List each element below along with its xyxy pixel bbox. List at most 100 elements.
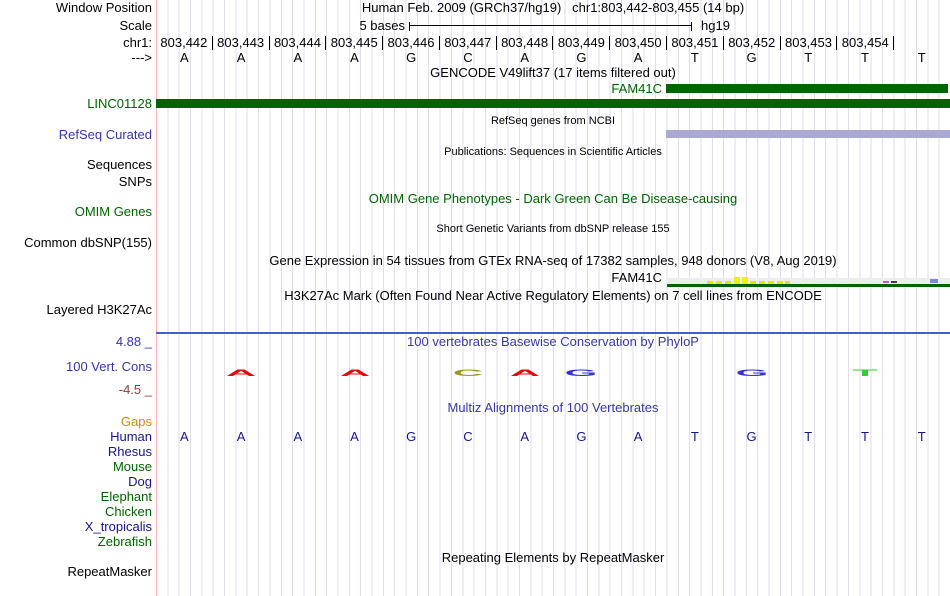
h3k27ac-baseline	[156, 332, 950, 334]
repeatmasker-track-title[interactable]: Repeating Elements by RepeatMasker	[441, 550, 665, 565]
base: G	[746, 50, 757, 65]
track-label-common-dbsnp[interactable]: Common dbSNP(155)	[24, 235, 152, 250]
base: C	[463, 50, 473, 65]
base: G	[576, 50, 587, 65]
base: T	[804, 50, 813, 65]
species-label-human[interactable]: Human	[110, 429, 152, 444]
species-label-zebrafish[interactable]: Zebrafish	[97, 534, 152, 549]
base: T	[690, 50, 699, 65]
aligned-base: A	[633, 429, 643, 444]
ruler-position: 803,450	[610, 36, 668, 50]
linc01128-gene-bar[interactable]	[156, 99, 950, 108]
assembly-title: Human Feb. 2009 (GRCh37/hg19)	[361, 0, 562, 15]
species-label-gaps[interactable]: Gaps	[120, 414, 152, 429]
gtex-expression-mark[interactable]	[750, 281, 756, 284]
fam41c-gene-bar[interactable]	[666, 84, 948, 93]
ruler-position: 803,442	[156, 36, 213, 50]
species-label-elephant[interactable]: Elephant	[100, 489, 152, 504]
scale-value: 5 bases	[359, 18, 405, 33]
gtex-expression-mark[interactable]	[891, 281, 897, 283]
species-label-x-tropicalis[interactable]: X_tropicalis	[84, 519, 152, 534]
aligned-base: T	[690, 429, 699, 444]
species-label-chicken[interactable]: Chicken	[105, 504, 152, 519]
track-label-100-vert-cons[interactable]: 100 Vert. Cons	[66, 359, 152, 374]
ruler-position: 803,446	[383, 36, 440, 50]
aligned-base: G	[746, 429, 757, 444]
refseq-track-title[interactable]: RefSeq genes from NCBI	[490, 115, 616, 127]
species-label-rhesus[interactable]: Rhesus	[107, 444, 152, 459]
refseq-gene-bar[interactable]	[666, 130, 950, 138]
position-range: chr1:803,442-803,455 (14 bp)	[572, 0, 745, 15]
strand-arrow: --->	[131, 50, 152, 65]
multiz-track-title[interactable]: Multiz Alignments of 100 Vertebrates	[447, 400, 659, 415]
chromosome-label: chr1:	[123, 35, 152, 50]
track-label-snps[interactable]: SNPs	[118, 174, 152, 189]
scale-label: Scale	[119, 18, 152, 33]
ruler-position: 803,449	[553, 36, 611, 50]
gtex-gene-name[interactable]: FAM41C	[611, 270, 662, 285]
ruler-position: 803,447	[440, 36, 497, 50]
conservation-letter: G	[565, 368, 598, 378]
track-label-layered-h3k27ac[interactable]: Layered H3K27Ac	[46, 302, 152, 317]
ruler-position: 803,453	[781, 36, 838, 50]
gene-name-fam41c[interactable]: FAM41C	[611, 81, 662, 96]
ruler-position: 803,443	[213, 36, 270, 50]
gtex-expression-mark[interactable]	[707, 281, 713, 284]
track-label-repeatmasker[interactable]: RepeatMasker	[67, 564, 152, 579]
window-position-label: Window Position	[55, 0, 152, 15]
scale-ruler	[409, 22, 692, 31]
gtex-expression-mark[interactable]	[930, 279, 938, 283]
gtex-expression-mark[interactable]	[785, 281, 790, 284]
aligned-base: T	[804, 429, 813, 444]
aligned-base: G	[406, 429, 417, 444]
dbsnp-track-title[interactable]: Short Genetic Variants from dbSNP releas…	[436, 223, 670, 235]
position-ruler: 803,442 803,443 803,444 803,445 803,446 …	[156, 36, 950, 50]
gtex-track-title[interactable]: Gene Expression in 54 tissues from GTEx …	[269, 253, 837, 268]
track-label-sequences[interactable]: Sequences	[86, 157, 152, 172]
conservation-letter: C	[452, 368, 484, 378]
base: T	[861, 50, 869, 65]
base: A	[180, 50, 189, 65]
gtex-expression-mark[interactable]	[734, 277, 740, 284]
conservation-letter: G	[735, 368, 768, 378]
gtex-expression-mark[interactable]	[725, 281, 731, 284]
conservation-letter: A	[509, 368, 540, 378]
aligned-base: A	[293, 429, 303, 444]
gtex-gene-line[interactable]	[667, 284, 950, 287]
omim-track-title[interactable]: OMIM Gene Phenotypes - Dark Green Can Be…	[368, 191, 738, 206]
gencode-track-title[interactable]: GENCODE V49lift37 (17 items filtered out…	[430, 65, 676, 80]
window-position-title: Human Feb. 2009 (GRCh37/hg19) chr1:803,4…	[156, 1, 950, 15]
conservation-track-title[interactable]: 100 vertebrates Basewise Conservation by…	[407, 334, 699, 349]
conservation-letter: T	[852, 368, 878, 378]
aligned-base: A	[180, 429, 189, 444]
base: A	[350, 50, 359, 65]
aligned-base: G	[576, 429, 587, 444]
track-label-refseq-curated[interactable]: RefSeq Curated	[58, 127, 152, 142]
ruler-position: 803,445	[326, 36, 384, 50]
gtex-expression-mark[interactable]	[742, 277, 748, 284]
aligned-base: A	[350, 429, 359, 444]
track-label-linc01128[interactable]: LINC01128	[87, 96, 152, 111]
gtex-expression-strip[interactable]	[667, 278, 950, 284]
base: A	[633, 50, 643, 65]
h3k27ac-track-title[interactable]: H3K27Ac Mark (Often Found Near Active Re…	[284, 288, 822, 303]
species-label-mouse[interactable]: Mouse	[112, 459, 152, 474]
gtex-expression-mark[interactable]	[768, 281, 774, 284]
conservation-max-value: 4.88 _	[115, 334, 152, 349]
multiz-human-sequence: A A A A G C A G A T G T T T	[156, 430, 950, 444]
gtex-expression-mark[interactable]	[759, 281, 765, 284]
publications-track-title[interactable]: Publications: Sequences in Scientific Ar…	[444, 146, 662, 158]
gtex-expression-mark[interactable]	[777, 281, 783, 284]
gtex-expression-mark[interactable]	[883, 281, 889, 283]
base: A	[520, 50, 529, 65]
track-label-omim-genes[interactable]: OMIM Genes	[74, 204, 152, 219]
gtex-expression-mark[interactable]	[716, 281, 722, 284]
base: G	[406, 50, 417, 65]
aligned-base: A	[520, 429, 529, 444]
ruler-position: 803,454	[837, 36, 895, 50]
species-label-dog[interactable]: Dog	[128, 474, 152, 489]
base: T	[917, 50, 926, 65]
base: A	[236, 50, 246, 65]
assembly-name: hg19	[701, 18, 730, 33]
